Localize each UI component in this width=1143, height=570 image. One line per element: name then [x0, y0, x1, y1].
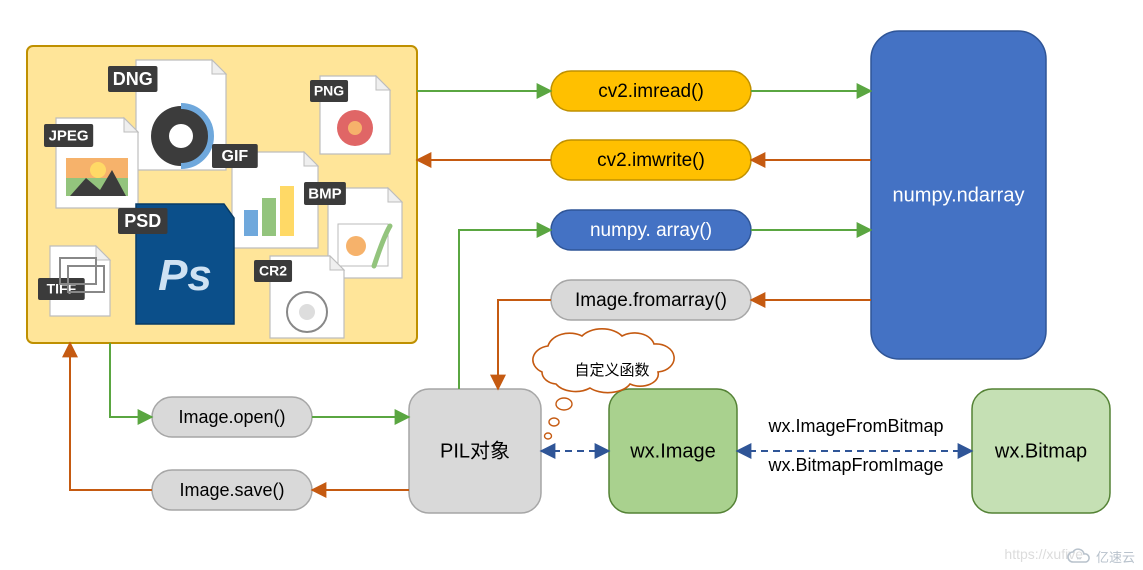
node-cv2_imread: cv2.imread(): [551, 71, 751, 111]
cloud-icon: ∞: [1066, 548, 1092, 566]
svg-text:自定义函数: 自定义函数: [574, 362, 649, 379]
node-label: PIL对象: [440, 439, 510, 462]
node-numpy_array: numpy. array(): [551, 210, 751, 250]
node-label: numpy.ndarray: [893, 184, 1025, 206]
svg-text:PSD: PSD: [124, 211, 161, 231]
node-label: Image.save(): [179, 480, 284, 500]
edge-label-wx_image_from_bitmap: wx.ImageFromBitmap: [767, 416, 943, 436]
svg-text:BMP: BMP: [308, 185, 341, 202]
node-pil_obj: PIL对象: [409, 389, 541, 513]
node-from_array: Image.fromarray(): [551, 280, 751, 320]
node-wx_image: wx.Image: [609, 389, 737, 513]
diagram-canvas: DNGPNGJPEGGIFBMPPSDPsTIFFCR2cv2.imread()…: [0, 0, 1143, 570]
svg-text:GIF: GIF: [222, 148, 249, 165]
image-formats-panel: DNGPNGJPEGGIFBMPPSDPsTIFFCR2: [27, 46, 417, 343]
edge-label-wx_bitmap_from_image: wx.BitmapFromImage: [767, 455, 943, 475]
svg-text:Ps: Ps: [158, 251, 212, 300]
arrow: [110, 343, 152, 417]
svg-text:CR2: CR2: [259, 263, 287, 279]
node-image_save: Image.save(): [152, 470, 312, 510]
node-label: wx.Image: [629, 440, 716, 462]
logo: ∞ 亿速云: [1066, 547, 1135, 566]
svg-text:JPEG: JPEG: [49, 127, 89, 144]
node-label: Image.fromarray(): [575, 290, 727, 311]
node-numpy_ndarray: numpy.ndarray: [871, 31, 1046, 359]
svg-text:DNG: DNG: [113, 69, 153, 89]
node-label: cv2.imread(): [598, 81, 704, 102]
svg-text:PNG: PNG: [314, 83, 344, 99]
node-label: wx.Bitmap: [994, 440, 1087, 462]
node-wx_bitmap: wx.Bitmap: [972, 389, 1110, 513]
logo-text: 亿速云: [1096, 547, 1135, 566]
node-label: Image.open(): [178, 407, 285, 427]
node-label: cv2.imwrite(): [597, 150, 705, 171]
node-image_open: Image.open(): [152, 397, 312, 437]
svg-text:∞: ∞: [1077, 556, 1081, 562]
node-label: numpy. array(): [590, 220, 712, 241]
node-cv2_imwrite: cv2.imwrite(): [551, 140, 751, 180]
